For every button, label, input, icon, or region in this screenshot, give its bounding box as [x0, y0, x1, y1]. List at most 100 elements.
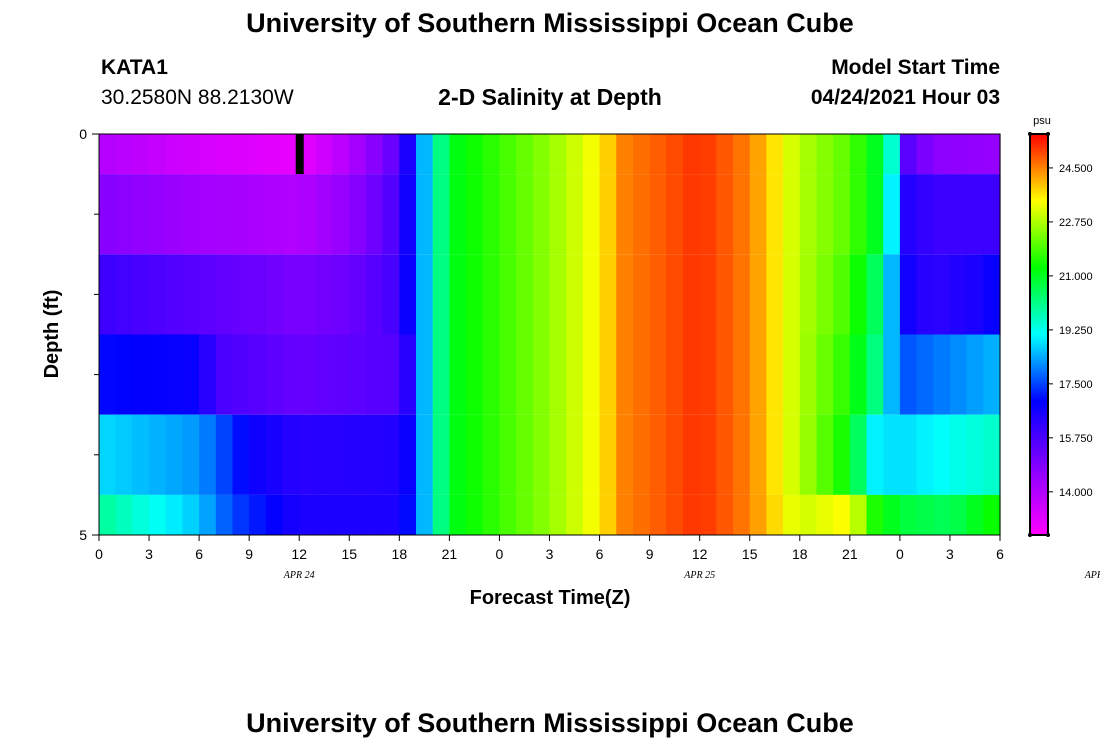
heatmap-cell	[549, 134, 567, 175]
heatmap-cell	[149, 174, 167, 255]
heatmap-cell	[532, 334, 551, 415]
heatmap-cell	[349, 414, 367, 495]
date-label: APR 25	[683, 570, 715, 581]
date-label: APR 26	[1084, 570, 1100, 581]
heatmap-cell	[666, 174, 684, 255]
heatmap-cell	[883, 254, 901, 335]
heatmap-cell	[466, 174, 484, 255]
heatmap-cell	[249, 254, 267, 335]
heatmap-cell	[666, 254, 684, 335]
heatmap-cell	[582, 334, 601, 415]
heatmap-cell	[582, 494, 601, 535]
heatmap-cell	[582, 254, 601, 335]
colorbar-tick-label: 19.250	[1059, 325, 1093, 337]
heatmap-cell	[833, 174, 851, 255]
x-tick-label: 15	[341, 546, 357, 562]
heatmap-cell	[716, 174, 734, 255]
heatmap-cell	[933, 414, 951, 495]
heatmap-cell	[215, 254, 234, 335]
x-axis: 0 3 6 9 12 15 18 21 0 3 6 9 12 15 18 21 0 3 6 APR 24 APR 25 A…	[95, 535, 1100, 581]
heatmap-cell	[816, 334, 834, 415]
heatmap-cell	[916, 134, 934, 175]
heatmap-cell	[299, 414, 317, 495]
heatmap-cell	[699, 174, 717, 255]
heatmap-cell	[949, 134, 968, 175]
heatmap-cell	[365, 134, 384, 175]
heatmap-cell	[666, 134, 684, 175]
heatmap-cell	[282, 254, 300, 335]
x-tick-label: 0	[496, 546, 504, 562]
heatmap-cell	[365, 254, 384, 335]
station-coordinates: 30.2580N 88.2130W	[101, 86, 294, 109]
heatmap-cell	[132, 494, 150, 535]
heatmap-cell	[682, 494, 701, 535]
heatmap-cell	[466, 494, 484, 535]
heatmap-cell	[566, 134, 584, 175]
heatmap-cell	[616, 334, 634, 415]
heatmap-cell	[866, 134, 884, 175]
heatmap-cell	[899, 414, 918, 495]
heatmap-cell	[649, 134, 667, 175]
heatmap-cell	[482, 494, 501, 535]
heatmap-cell	[866, 174, 884, 255]
heatmap-cell	[983, 174, 1001, 255]
heatmap-cell	[916, 414, 934, 495]
colorbar-tick-label: 24.500	[1059, 163, 1093, 175]
heatmap-cell	[933, 134, 951, 175]
heatmap-cell	[265, 334, 284, 415]
heatmap-cell	[249, 134, 267, 175]
heatmap-cell	[399, 334, 417, 415]
heatmap-cell	[315, 174, 334, 255]
x-tick-label: 6	[996, 546, 1004, 562]
heatmap-cell	[866, 414, 884, 495]
heatmap-cell	[749, 174, 768, 255]
heatmap-cell	[799, 494, 818, 535]
heatmap-cell	[382, 494, 400, 535]
heatmap-cell	[516, 334, 534, 415]
heatmap-cell	[599, 134, 617, 175]
heatmap-cell	[616, 414, 634, 495]
heatmap-cell	[833, 134, 851, 175]
colorbar-corner-dot	[1028, 533, 1032, 537]
heatmap-cell	[866, 334, 884, 415]
heatmap-cell	[649, 174, 667, 255]
heatmap-cell	[699, 414, 717, 495]
heatmap-cell	[649, 494, 667, 535]
heatmap-cell	[933, 254, 951, 335]
heatmap-cell	[232, 494, 250, 535]
x-tick-label: 6	[596, 546, 604, 562]
heatmap-cell	[632, 414, 651, 495]
colorbar-corner-dot	[1046, 533, 1050, 537]
heatmap-cell	[716, 494, 734, 535]
heatmap-cell	[966, 254, 984, 335]
heatmap-cell	[416, 414, 434, 495]
heatmap-cell	[132, 414, 150, 495]
heatmap-cell	[282, 494, 300, 535]
heatmap-cell	[165, 174, 184, 255]
heatmap-cell	[149, 414, 167, 495]
heatmap-cell	[766, 254, 784, 335]
heatmap-cell	[149, 494, 167, 535]
heatmap-cell	[382, 414, 400, 495]
heatmap-cell	[99, 494, 117, 535]
colorbar-tick-label: 15.750	[1059, 433, 1093, 445]
heatmap-cell	[215, 494, 234, 535]
missing-data-cell	[295, 134, 304, 175]
heatmap-cell	[883, 174, 901, 255]
heatmap-cell	[733, 254, 751, 335]
heatmap-cell	[382, 134, 400, 175]
heatmap-cell	[649, 414, 667, 495]
heatmap-cell	[399, 494, 417, 535]
colorbar-tick-label: 14.000	[1059, 487, 1093, 499]
heatmap-cell	[899, 334, 918, 415]
heatmap-cell	[365, 174, 384, 255]
heatmap-cell	[499, 334, 517, 415]
heatmap-cell	[532, 494, 551, 535]
x-tick-label: 12	[692, 546, 708, 562]
heatmap-cell	[849, 414, 868, 495]
heatmap-cell	[566, 414, 584, 495]
heatmap-cell	[265, 494, 284, 535]
heatmap-cell	[165, 414, 184, 495]
heatmap-cell	[632, 334, 651, 415]
heatmap-cell	[983, 414, 1001, 495]
